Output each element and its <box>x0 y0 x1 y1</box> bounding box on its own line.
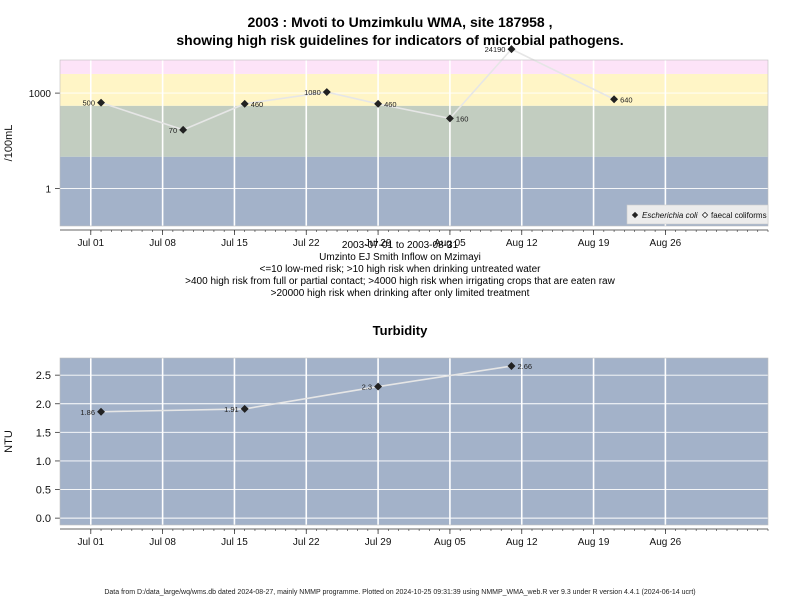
chart-title: 2003 : Mvoti to Umzimkulu WMA, site 1879… <box>247 14 553 30</box>
turbidity-title: Turbidity <box>372 323 428 338</box>
data-point <box>445 114 454 123</box>
x-tick-label: Aug 26 <box>650 537 682 548</box>
x-tick-label: Jul 01 <box>77 238 104 249</box>
caption-site: Umzinto EJ Smith Inflow on Mzimayi <box>319 252 481 263</box>
x-tick-label: Aug 12 <box>506 537 538 548</box>
risk-band <box>60 105 768 157</box>
data-label: 500 <box>83 99 96 108</box>
data-point <box>374 99 383 108</box>
data-point <box>97 98 106 107</box>
data-point <box>610 95 619 104</box>
caption-risk-1: <=10 low-med risk; >10 high risk when dr… <box>259 264 541 275</box>
x-tick-label: Jul 29 <box>365 537 392 548</box>
x-tick-label: Aug 05 <box>434 238 466 249</box>
x-tick-label: Jul 08 <box>149 537 176 548</box>
y-tick-label: 1.5 <box>36 427 51 439</box>
plot-frame <box>59 59 769 227</box>
legend-label-faecal: faecal coliforms <box>711 211 767 220</box>
x-tick-label: Jul 29 <box>365 238 392 249</box>
y-axis-label: /100mL <box>3 125 15 162</box>
data-point <box>179 125 188 134</box>
data-point <box>322 88 331 97</box>
data-label: 70 <box>169 126 177 135</box>
plot-background <box>60 358 768 525</box>
legend-marker-ecoli <box>631 211 639 219</box>
data-label: 24190 <box>485 45 506 54</box>
x-tick-label: Aug 12 <box>506 238 538 249</box>
y-tick-label: 0.5 <box>36 485 51 497</box>
data-label: 160 <box>456 114 469 123</box>
data-label: 1.86 <box>80 408 95 417</box>
data-point <box>240 99 249 108</box>
data-point <box>240 404 249 413</box>
data-label: 460 <box>384 100 397 109</box>
caption-risk-2: >400 high risk from full or partial cont… <box>185 276 615 287</box>
data-label: 640 <box>620 95 633 104</box>
chart-subtitle: showing high risk guidelines for indicat… <box>176 32 624 48</box>
data-label: 1080 <box>304 88 321 97</box>
x-tick-label: Jul 15 <box>221 238 248 249</box>
data-label: 2.3 <box>362 383 372 392</box>
data-point <box>374 382 383 391</box>
data-point <box>507 362 516 370</box>
x-tick-label: Jul 01 <box>77 537 104 548</box>
y-tick-label: 1.0 <box>36 456 51 468</box>
x-tick-label: Aug 05 <box>434 537 466 548</box>
data-label: 2.66 <box>517 362 532 371</box>
series-line <box>100 48 615 131</box>
x-tick-label: Jul 08 <box>149 238 176 249</box>
footer-note: Data from D:/data_large/wq/wms.db dated … <box>104 589 696 596</box>
y-tick-label: 1000 <box>29 89 52 100</box>
x-tick-label: Jul 22 <box>293 537 320 548</box>
legend-box <box>626 204 769 225</box>
y-axis-label: NTU <box>3 430 15 453</box>
x-tick-label: Aug 19 <box>578 238 610 249</box>
x-tick-label: Aug 19 <box>578 537 610 548</box>
y-tick-label: 0.0 <box>36 513 51 525</box>
data-label: 1.91 <box>224 405 239 414</box>
caption-date-range: 2003-07-01 to 2003-08-31 <box>341 240 459 251</box>
data-point <box>507 45 516 54</box>
y-tick-label: 2.0 <box>36 399 51 411</box>
legend-label-ecoli: Escherichia coli <box>642 211 698 220</box>
risk-band <box>60 60 768 74</box>
x-tick-label: Jul 15 <box>221 537 248 548</box>
series-line <box>101 365 512 413</box>
x-tick-label: Jul 22 <box>293 238 320 249</box>
plot-frame <box>59 357 769 526</box>
data-point <box>97 407 106 416</box>
y-tick-label: 2.5 <box>36 370 51 382</box>
risk-band <box>60 73 768 106</box>
data-label: 460 <box>251 100 264 109</box>
x-tick-label: Aug 26 <box>650 238 682 249</box>
y-tick-label: 1 <box>45 184 51 195</box>
legend-marker-faecal <box>701 211 709 219</box>
caption-risk-3: >20000 high risk when drinking after onl… <box>270 288 530 299</box>
